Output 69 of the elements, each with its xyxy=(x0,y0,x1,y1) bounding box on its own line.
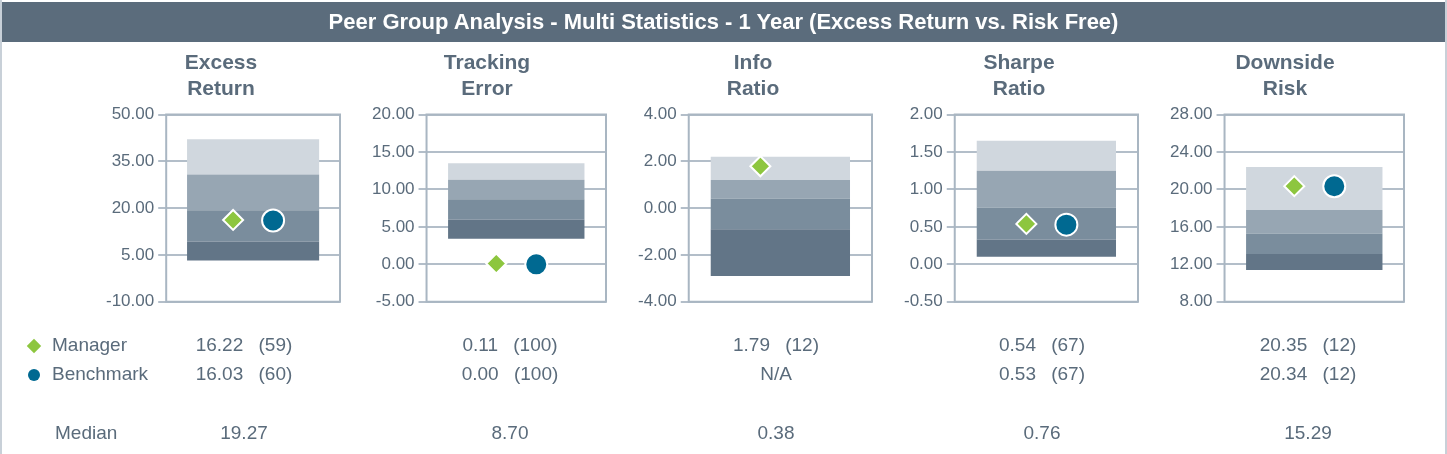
y-tick-label: 0.00 xyxy=(381,254,415,274)
y-tick-label: 16.00 xyxy=(1169,216,1213,236)
y-tick-label: 12.00 xyxy=(1169,254,1213,274)
bar xyxy=(710,156,851,181)
y-tick-label: 15.00 xyxy=(371,141,415,161)
bar xyxy=(1246,210,1383,234)
bar xyxy=(1246,233,1383,255)
y-tick-label: 20.00 xyxy=(371,104,415,124)
y-tick-label: 20.00 xyxy=(1169,179,1213,199)
y-tick-label: 10.00 xyxy=(371,179,415,199)
bar xyxy=(187,139,320,175)
bar xyxy=(710,229,851,277)
text: 0.54 (67) xyxy=(997,334,1086,356)
chart-title: Excess Return xyxy=(184,49,258,100)
y-tick-label: 5.00 xyxy=(381,216,415,236)
bar xyxy=(187,174,320,211)
y-tick-label: 20.00 xyxy=(111,197,155,217)
y-tick-label: 8.00 xyxy=(1179,291,1213,311)
bar xyxy=(976,140,1117,171)
bar xyxy=(1246,254,1383,270)
text: 20.34 (12) xyxy=(1258,363,1358,385)
bar xyxy=(448,199,585,220)
y-tick-label: 5.00 xyxy=(121,244,155,264)
bar xyxy=(710,198,851,230)
y-tick-label: 4.00 xyxy=(643,104,677,124)
y-tick-label: 1.00 xyxy=(909,179,943,199)
y-tick-label: 0.50 xyxy=(909,216,943,236)
y-tick-label: 28.00 xyxy=(1169,104,1213,124)
text: 0.76 xyxy=(1022,422,1062,444)
text: 8.70 xyxy=(490,422,530,444)
y-tick-label: 0.00 xyxy=(909,254,943,274)
y-tick-label: 2.00 xyxy=(643,151,677,171)
y-tick-label: 2.00 xyxy=(909,104,943,124)
chart-title: Info Ratio xyxy=(726,49,780,100)
text: Median xyxy=(55,422,118,444)
text: 20.35 (12) xyxy=(1258,334,1358,356)
chart-title: Tracking Error xyxy=(443,49,531,100)
bar xyxy=(187,241,320,261)
bar xyxy=(448,219,585,239)
y-tick-label: 50.00 xyxy=(111,104,155,124)
chart-title: Downside Risk xyxy=(1235,49,1335,100)
text: 15.29 xyxy=(1283,422,1333,444)
y-tick-label: 35.00 xyxy=(111,151,155,171)
text: 0.00 (100) xyxy=(460,363,560,385)
text: Peer Group Analysis - Multi Statistics - 1 Year (Excess Return vs. Risk Free) xyxy=(2,2,1445,42)
y-tick-label: 0.00 xyxy=(643,197,677,217)
text: 16.22 (59) xyxy=(194,334,294,356)
text: 19.27 xyxy=(219,422,269,444)
bar xyxy=(710,180,851,199)
chart-title: Sharpe Ratio xyxy=(983,49,1055,100)
y-tick-label: 1.50 xyxy=(909,141,943,161)
text: N/A xyxy=(759,363,793,385)
text: 0.53 (67) xyxy=(997,363,1086,385)
legend-label: Benchmark xyxy=(51,363,149,385)
y-tick-label: -2.00 xyxy=(638,244,677,264)
legend-label: Manager xyxy=(51,334,127,356)
text: 0.11 (100) xyxy=(461,334,559,356)
y-tick-label: -0.50 xyxy=(904,291,943,311)
bar xyxy=(448,179,585,200)
y-tick-label: -4.00 xyxy=(638,291,677,311)
bar xyxy=(976,239,1117,257)
y-tick-label: 24.00 xyxy=(1169,141,1213,161)
y-tick-label: -10.00 xyxy=(106,291,155,311)
text: 1.79 (12) xyxy=(731,334,820,356)
y-tick-label: -5.00 xyxy=(375,291,415,311)
text: 0.38 xyxy=(756,422,796,444)
bar xyxy=(976,170,1117,208)
bar xyxy=(448,163,585,180)
text: 16.03 (60) xyxy=(194,363,294,385)
